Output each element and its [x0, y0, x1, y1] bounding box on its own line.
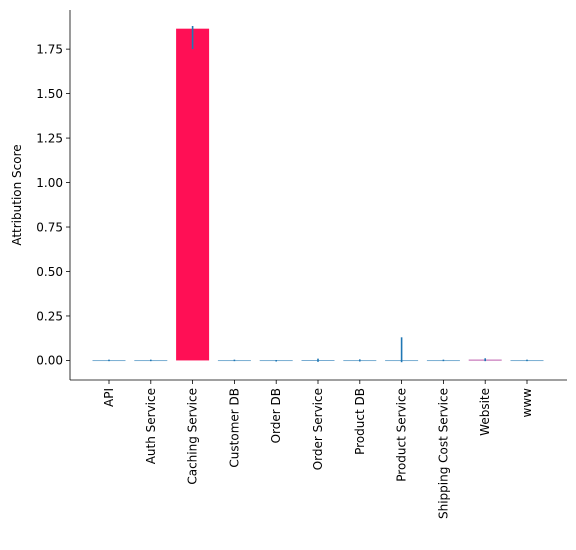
x-tick-label: Order DB — [269, 388, 283, 443]
x-tick-label: API — [102, 388, 116, 407]
y-tick-label: 0.25 — [36, 309, 63, 323]
bar-caching-service — [176, 28, 210, 361]
y-tick-label: 1.50 — [36, 87, 63, 101]
x-tick-label: Product Service — [395, 388, 409, 482]
error-bars-group — [108, 26, 528, 363]
y-tick-label: 0.50 — [36, 265, 63, 279]
x-tick-label: Caching Service — [186, 388, 200, 485]
x-tick-label: Product DB — [353, 388, 367, 455]
y-axis-label: Attribution Score — [10, 144, 24, 245]
x-tick-label: Website — [478, 388, 492, 436]
y-axis: 0.00 0.25 0.50 0.75 1.00 1.25 1.50 1.75 — [36, 10, 71, 380]
x-tick-label: Auth Service — [144, 388, 158, 464]
y-tick-label: 1.00 — [36, 176, 63, 190]
x-tick-label: www — [520, 388, 534, 418]
y-tick-label: 0.00 — [36, 354, 63, 368]
x-tick-label: Customer DB — [227, 388, 241, 468]
x-tick-label: Shipping Cost Service — [436, 388, 450, 519]
y-tick-label: 1.75 — [36, 42, 63, 56]
x-axis: API Auth Service Caching Service Customer D… — [70, 379, 567, 519]
y-tick-label: 1.25 — [36, 131, 63, 145]
x-tick-label: Order Service — [311, 388, 325, 470]
y-tick-label: 0.75 — [36, 220, 63, 234]
